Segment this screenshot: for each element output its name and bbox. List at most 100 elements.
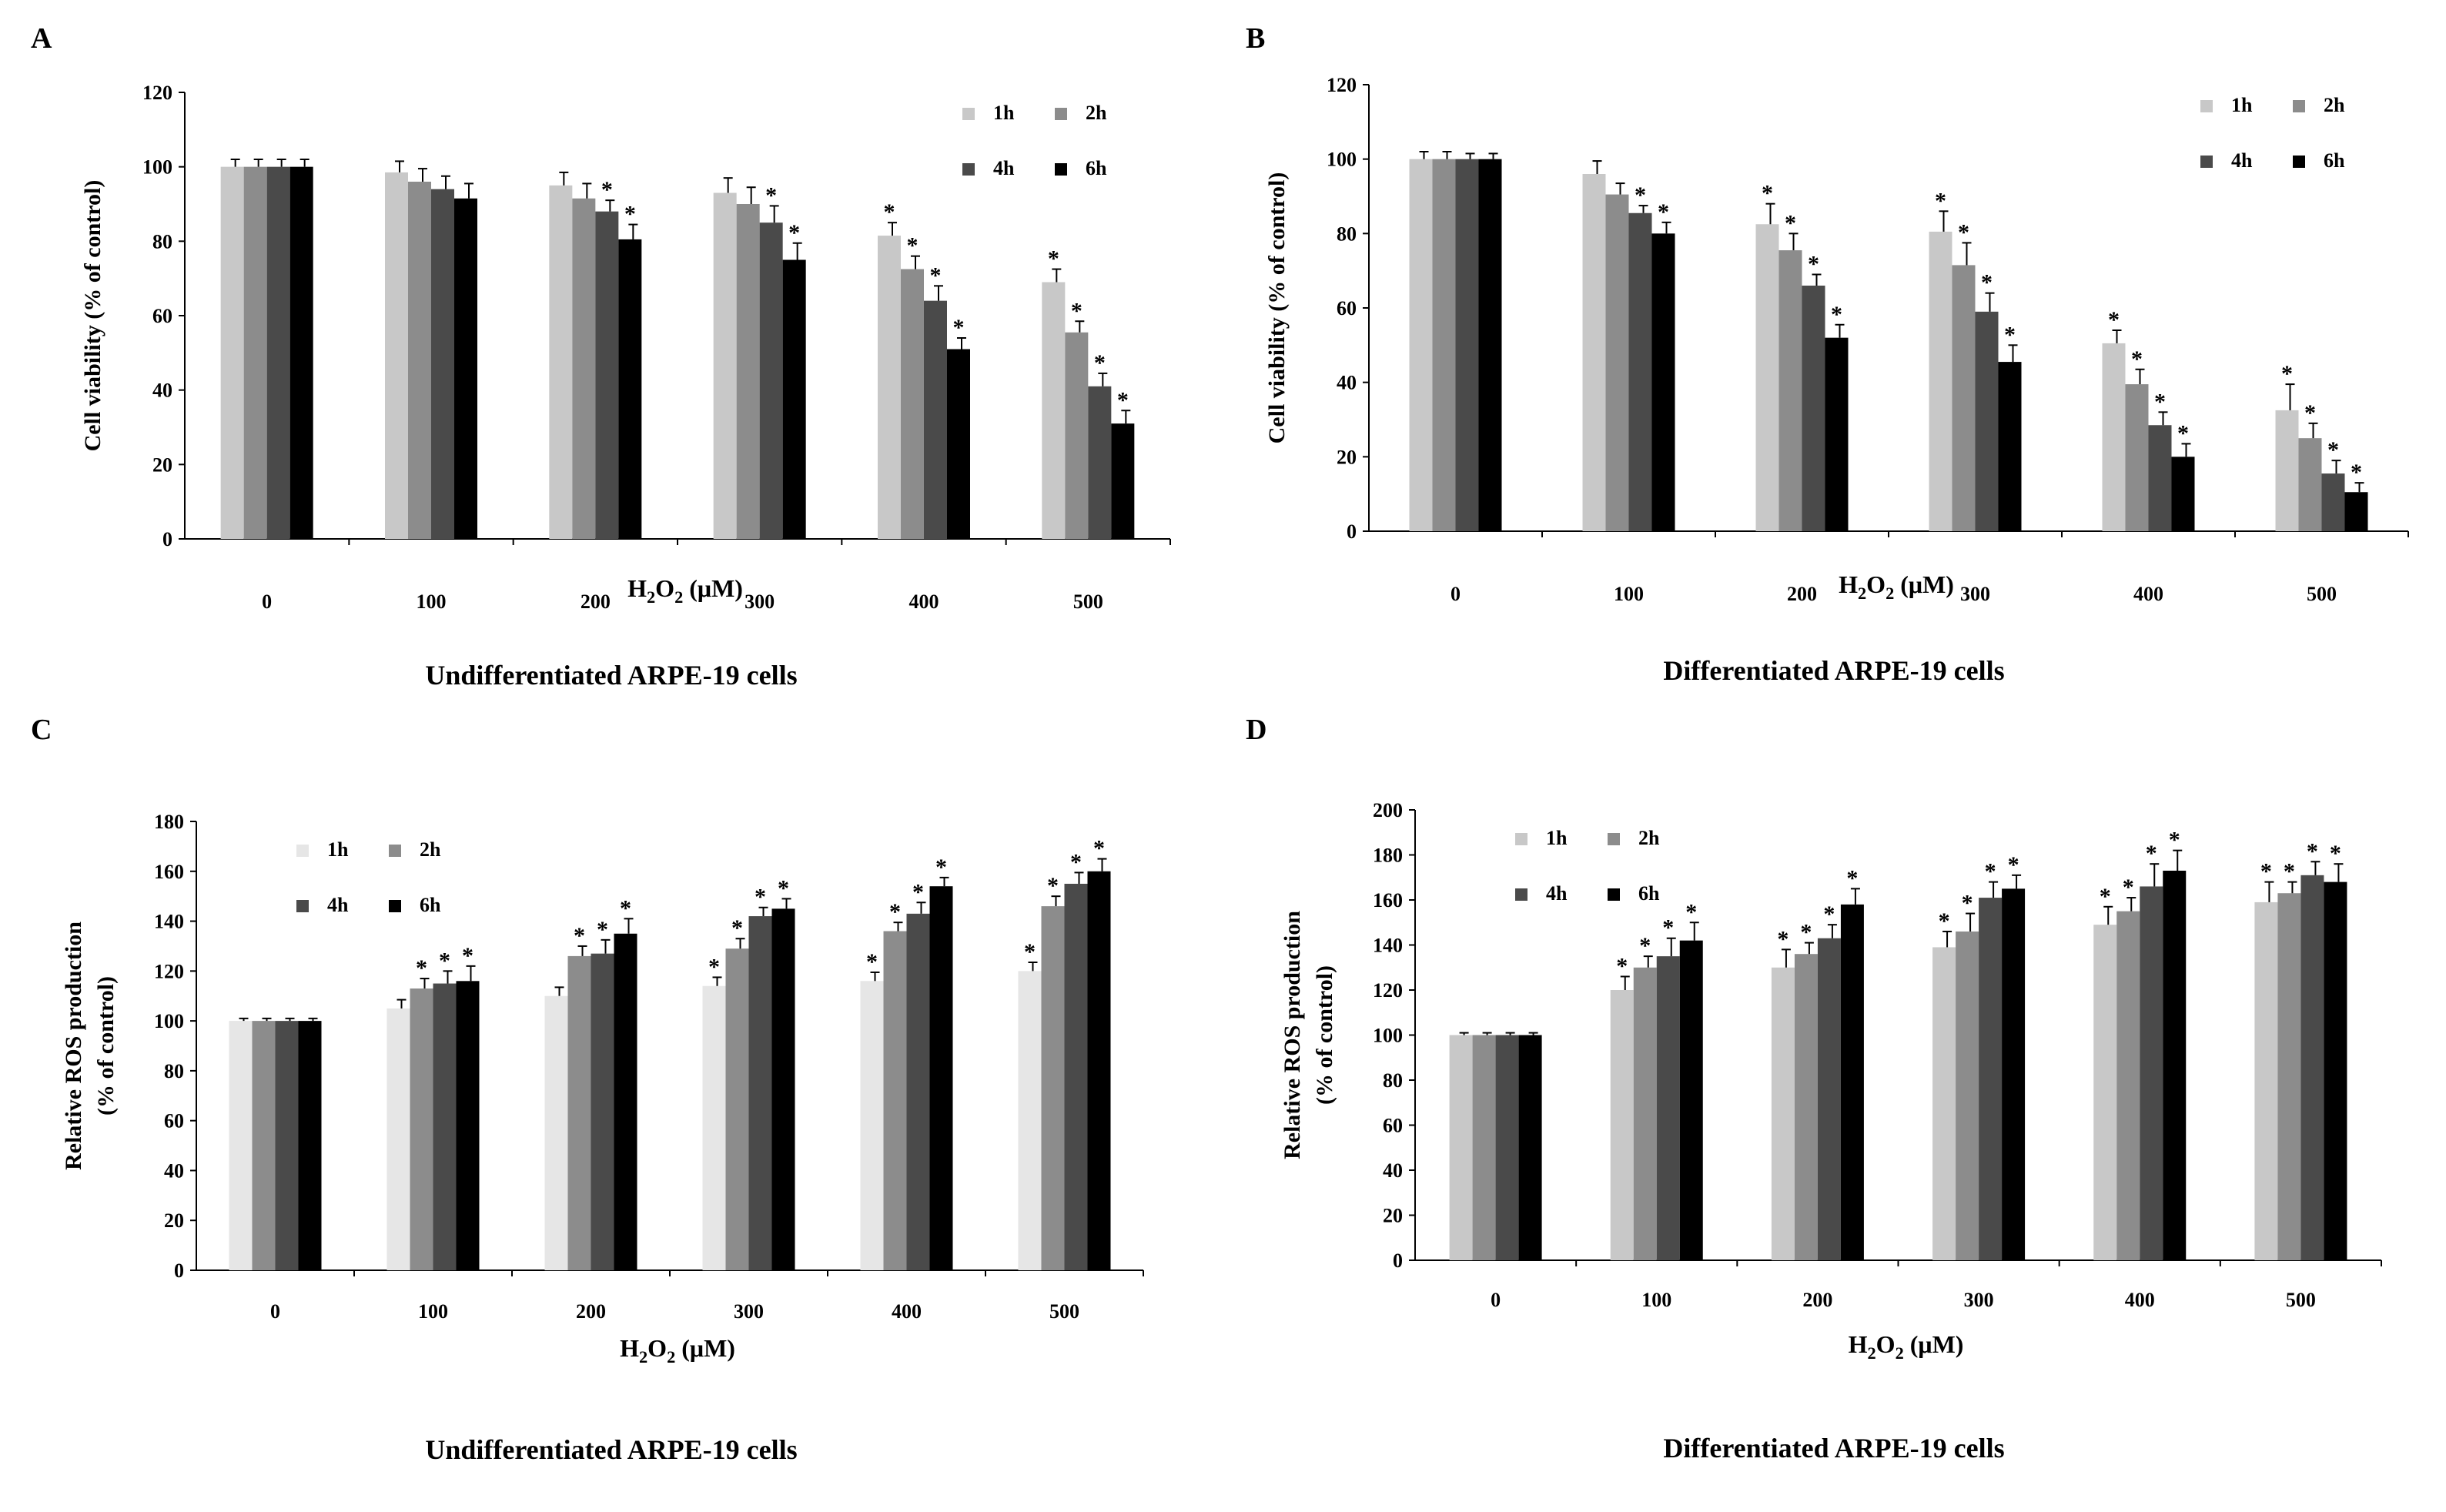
significance-marker: * [708,954,720,979]
panel-letter: B [1246,22,1266,55]
significance-marker: * [1071,298,1082,323]
x-tick-label: 400 [909,590,939,613]
bar [1679,940,1703,1260]
y-tick-label: 40 [164,1159,184,1182]
legend-label: 2h [1086,102,1107,124]
bar [220,166,244,539]
plot-area: 0 20 40 60 80 100 120 0 100 * * 200 * * * * 300 * * * * 400 * *… [1264,74,2409,605]
bar [1455,159,1479,531]
y-axis-label: Relative ROS production [1280,911,1305,1159]
bar [901,269,924,539]
bar [591,953,614,1270]
significance-marker: * [620,895,631,921]
panel-letter: C [31,714,52,746]
significance-marker: * [1685,899,1697,925]
significance-marker: * [765,182,777,208]
significance-marker: * [1616,953,1628,978]
significance-marker: * [1635,182,1646,208]
bar [2324,881,2347,1260]
bar [1610,990,1634,1260]
significance-marker: * [2281,361,2293,386]
legend-swatch [1055,108,1067,120]
chart-d: 0 20 40 60 80 100 120 140 160 180 200 0 100 * * * * 200 * *… [1280,799,2382,1363]
significance-marker: * [778,875,789,901]
y-tick-label: 0 [174,1259,184,1282]
bar [713,192,737,539]
y-tick-label: 20 [152,453,172,476]
significance-marker: * [1094,350,1106,376]
significance-marker: * [439,948,450,973]
y-tick-label: 40 [1337,372,1357,394]
bar [924,300,947,539]
chart-caption: Differentiated ARPE-19 cells [1663,655,2005,686]
significance-marker: * [1658,199,1669,225]
y-tick-label: 0 [1347,520,1357,543]
chart-caption: Undifferentiated ARPE-19 cells [425,660,798,691]
significance-marker: * [2146,841,2157,866]
legend-swatch [389,900,401,912]
significance-marker: * [1958,219,1969,245]
legend-swatch [2293,100,2305,112]
legend: 1h 2h 4h 6h [296,838,441,916]
legend: 1h 2h 4h 6h [2200,94,2345,172]
bar [1794,954,1818,1260]
legend-label: 1h [327,838,349,861]
significance-marker: * [1785,210,1796,236]
x-tick-label: 0 [262,590,272,613]
bar [1449,1035,1473,1260]
bar [1651,233,1675,531]
bar [408,182,431,539]
legend-label: 6h [420,894,441,916]
bar [275,1021,299,1270]
significance-marker: * [2131,346,2143,372]
y-tick-label: 40 [1383,1159,1403,1182]
bar [1518,1035,1542,1260]
y-axis-label: Relative ROS production [61,922,86,1170]
x-tick-label: 100 [1641,1289,1671,1311]
significance-marker: * [1823,902,1835,927]
bar [1628,212,1652,531]
bar [1633,967,1657,1260]
bar [431,189,454,539]
x-tick-label: 200 [1802,1289,1832,1311]
significance-marker: * [1935,188,1946,213]
bar [2321,473,2345,531]
legend-swatch [296,900,309,912]
bar [1065,332,1089,539]
significance-marker: * [1024,939,1036,965]
chart-b: 0 20 40 60 80 100 120 0 100 * * 200 * * * * 300 * * * * 400 * *… [1264,74,2409,605]
x-axis-label: H2O2 (μM) [1849,1330,1964,1363]
significance-marker: * [597,917,608,942]
x-tick-label: 300 [1960,583,1990,605]
y-tick-label: 0 [1393,1249,1403,1272]
x-tick-label: 200 [581,590,611,613]
bar [298,1021,322,1270]
bar [759,222,783,539]
panel-letter: A [31,22,52,55]
legend-swatch [2200,100,2213,112]
significance-marker: * [1808,252,1819,277]
y-tick-label: 80 [1337,222,1357,245]
bar [702,985,726,1270]
y-tick-label: 180 [154,811,184,833]
x-tick-label: 200 [576,1300,606,1323]
y-tick-label: 40 [152,380,172,402]
bar [1755,224,1779,531]
legend-swatch [1055,163,1067,176]
significance-marker: * [2330,841,2341,866]
significance-marker: * [1981,270,1993,296]
bar [1817,938,1841,1260]
y-axis-label: (% of control) [1312,965,1337,1105]
x-tick-label: 300 [745,590,775,613]
y-tick-label: 120 [1327,74,1357,96]
bar [1478,159,1502,531]
y-tick-label: 200 [1373,799,1403,821]
bar [748,916,772,1270]
significance-marker: * [2260,859,2272,885]
y-axis-label: Cell viability (% of control) [80,180,105,452]
bar [2116,911,2140,1260]
bar [2102,343,2126,531]
bar [1582,174,1606,531]
bar [2163,870,2187,1260]
bar [252,1021,276,1270]
